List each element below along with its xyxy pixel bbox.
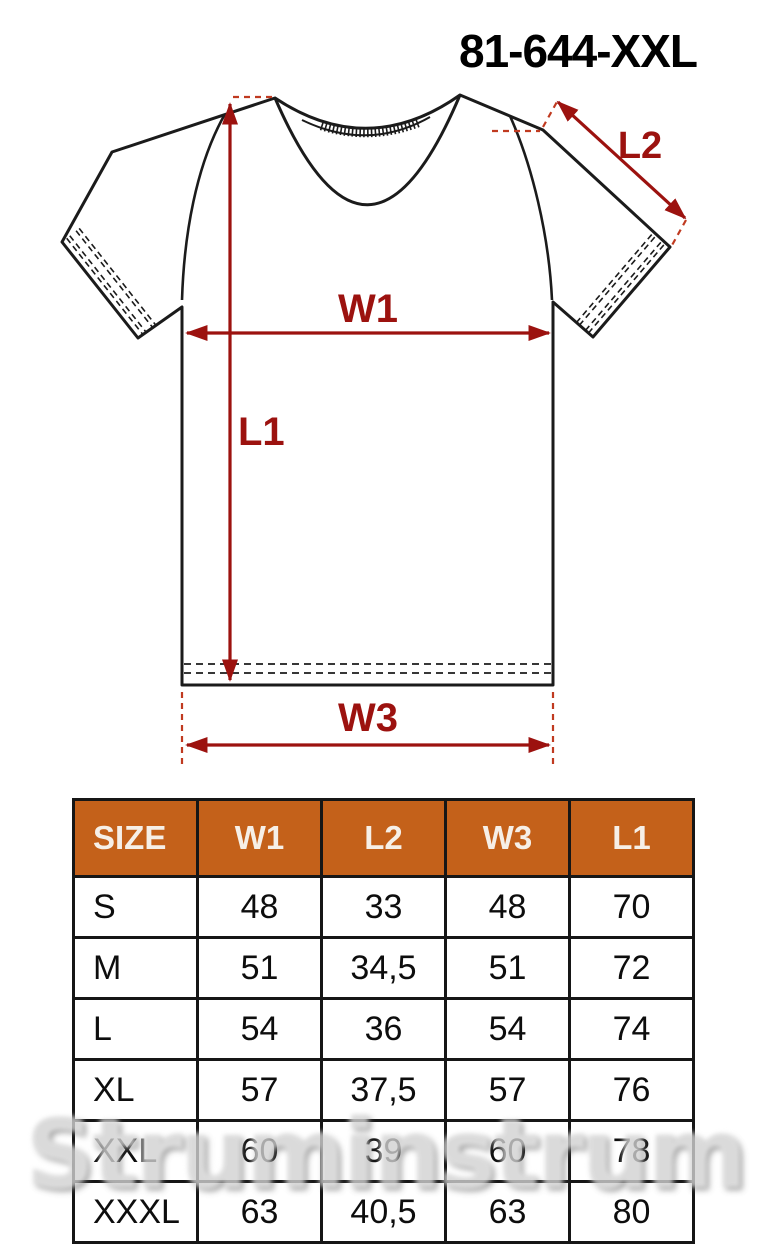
value-cell: 33: [320, 875, 447, 939]
collar-rib-ticks: [319, 118, 420, 138]
header-w3: W3: [444, 798, 571, 878]
value-cell: 37,5: [320, 1058, 447, 1122]
size-cell: XXXL: [72, 1180, 199, 1244]
w1-label: W1: [338, 287, 398, 331]
value-cell: 40,5: [320, 1180, 447, 1244]
right-armhole-seam: [508, 115, 554, 301]
value-cell: 51: [196, 936, 323, 1000]
hem-stitching: [184, 663, 551, 674]
header-l1: L1: [568, 798, 695, 878]
tshirt-outline: [60, 93, 672, 687]
header-l2: L2: [320, 798, 447, 878]
value-cell: 54: [444, 997, 571, 1061]
value-cell: 57: [196, 1058, 323, 1122]
tshirt-diagram: W1 L1 L2 W3: [60, 93, 687, 765]
collar-back-edge: [274, 93, 461, 130]
w3-label: W3: [338, 696, 398, 740]
dimension-l1: L1: [222, 102, 285, 682]
value-cell: 57: [444, 1058, 571, 1122]
value-cell: 51: [444, 936, 571, 1000]
value-cell: 70: [568, 875, 695, 939]
table-row: XL 57 37,5 57 76: [72, 1058, 695, 1122]
size-cell: L: [72, 997, 199, 1061]
value-cell: 60: [444, 1119, 571, 1183]
value-cell: 80: [568, 1180, 695, 1244]
product-code: 81-644-XXL: [458, 25, 698, 77]
l2-label: L2: [618, 125, 662, 167]
l1-label: L1: [238, 410, 285, 454]
table-row: S 48 33 48 70: [72, 875, 695, 939]
size-cell: S: [72, 875, 199, 939]
value-cell: 34,5: [320, 936, 447, 1000]
dimension-l2: L2: [556, 100, 687, 220]
header-size: SIZE: [72, 798, 199, 878]
table-header-row: SIZE W1 L2 W3 L1: [72, 798, 695, 878]
value-cell: 63: [444, 1180, 571, 1244]
value-cell: 78: [568, 1119, 695, 1183]
value-cell: 74: [568, 997, 695, 1061]
table-row: L 54 36 54 74: [72, 997, 695, 1061]
dimension-w1: W1: [185, 287, 551, 341]
left-cuff-stitching: [66, 227, 156, 335]
value-cell: 76: [568, 1058, 695, 1122]
value-cell: 54: [196, 997, 323, 1061]
dimension-extension-lines: [180, 95, 687, 765]
table-row: M 51 34,5 51 72: [72, 936, 695, 1000]
value-cell: 48: [196, 875, 323, 939]
left-armhole-seam: [180, 113, 227, 301]
table-row: XXXL 63 40,5 63 80: [72, 1180, 695, 1244]
size-table: SIZE W1 L2 W3 L1 S 48 33 48 70 M 51 34,5…: [72, 798, 695, 1244]
size-cell: XL: [72, 1058, 199, 1122]
value-cell: 48: [444, 875, 571, 939]
header-w1: W1: [196, 798, 323, 878]
size-cell: XXL: [72, 1119, 199, 1183]
value-cell: 39: [320, 1119, 447, 1183]
collar-inner-seam: [301, 116, 431, 137]
value-cell: 60: [196, 1119, 323, 1183]
dimension-w3: W3: [185, 696, 551, 753]
value-cell: 72: [568, 936, 695, 1000]
value-cell: 63: [196, 1180, 323, 1244]
size-cell: M: [72, 936, 199, 1000]
value-cell: 36: [320, 997, 447, 1061]
table-row: XXL 60 39 60 78: [72, 1119, 695, 1183]
